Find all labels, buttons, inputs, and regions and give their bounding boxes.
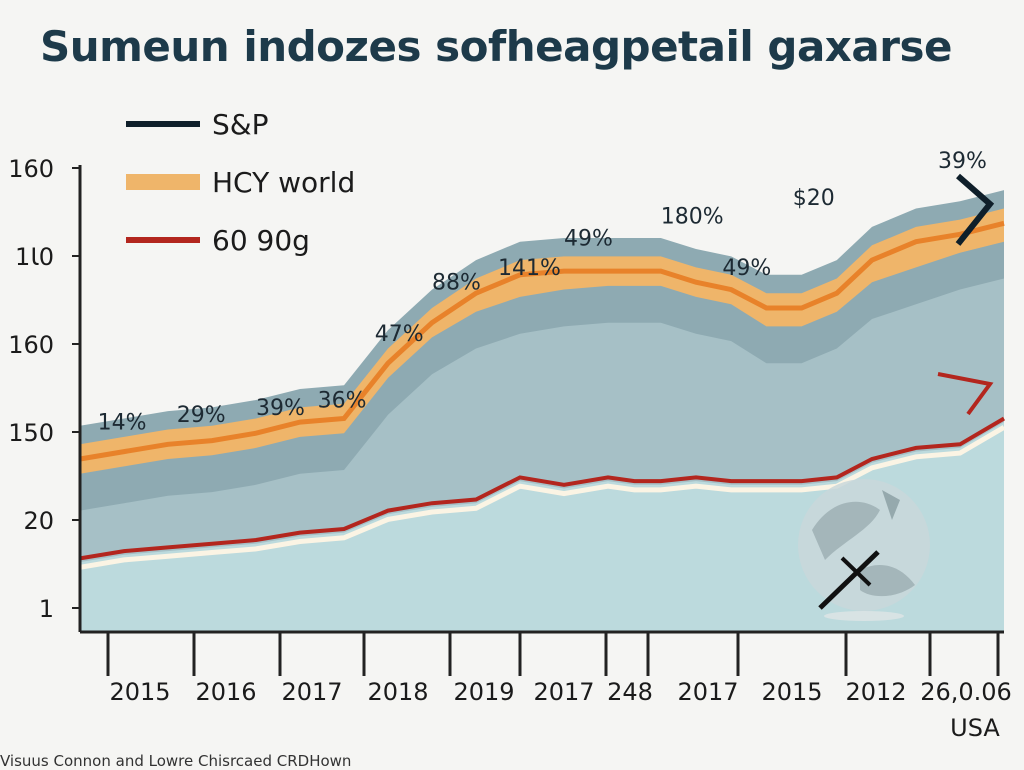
x-axis-ticks: 2015 2016 2017 2018 2019 2017 248 2017 2015 2012 2…	[106, 632, 1012, 742]
data-label: 14%	[98, 411, 147, 436]
globe-icon	[798, 479, 930, 621]
data-label: 49%	[722, 256, 771, 281]
chart-title: Sumeun indozes sofheagpetail gaxarse	[40, 22, 952, 71]
x-tick-label: 2018	[367, 678, 428, 706]
legend-label: 60 90g	[212, 224, 310, 257]
data-label: $20	[793, 186, 835, 211]
y-tick-label: 1Ɩ0	[15, 243, 54, 271]
area-layers	[80, 190, 1004, 632]
data-label: 88%	[432, 271, 481, 296]
data-label: 39%	[256, 396, 305, 421]
x-tick-label: 2017	[677, 678, 738, 706]
x-tick-label: 2019	[453, 678, 514, 706]
x-tick-label: 2015	[109, 678, 170, 706]
series-line-hcy-world	[79, 220, 1005, 462]
data-label: 47%	[375, 322, 424, 347]
series-line-60-90g	[79, 416, 1006, 561]
legend-label: HCY world	[212, 166, 355, 199]
hcy-band-area	[80, 208, 1004, 474]
y-tick-label: 20	[23, 507, 54, 535]
red-arrow-icon	[937, 372, 994, 416]
footnote: Visuus Connon and Lowre Chisrcaed CRDHow…	[0, 752, 352, 770]
y-axis-ticks: 160 1Ɩ0 160 150 20 1	[8, 155, 80, 623]
y-tick-label: 150	[8, 419, 54, 447]
x-tick-label: 26,0.06	[920, 678, 1012, 706]
y-tick-label: 160	[8, 155, 54, 183]
data-label: 36%	[318, 388, 367, 413]
base-area	[80, 422, 1004, 632]
x-tick-label: 248	[607, 678, 653, 706]
chevron-right-icon	[955, 173, 995, 246]
x-tick-label: 2012	[845, 678, 906, 706]
axes	[78, 165, 1004, 634]
legend-swatch-hcy-world	[126, 174, 200, 190]
legend: S&P HCY world 60 90g	[126, 108, 355, 257]
x-tick-label: 2015	[761, 678, 822, 706]
legend-label: S&P	[212, 108, 269, 141]
data-label: 29%	[177, 403, 226, 428]
data-label: 180%	[661, 204, 724, 229]
x-axis-country-label: USA	[950, 714, 1000, 742]
x-tick-label: 2017	[281, 678, 342, 706]
x-tick-label: 2017	[533, 678, 594, 706]
x-tick-label: 2016	[195, 678, 256, 706]
y-tick-label: 160	[8, 331, 54, 359]
data-label: 39%	[938, 149, 987, 174]
y-tick-label: 1	[39, 595, 54, 623]
data-label: 141%	[498, 256, 561, 281]
data-label: 49%	[564, 226, 613, 251]
